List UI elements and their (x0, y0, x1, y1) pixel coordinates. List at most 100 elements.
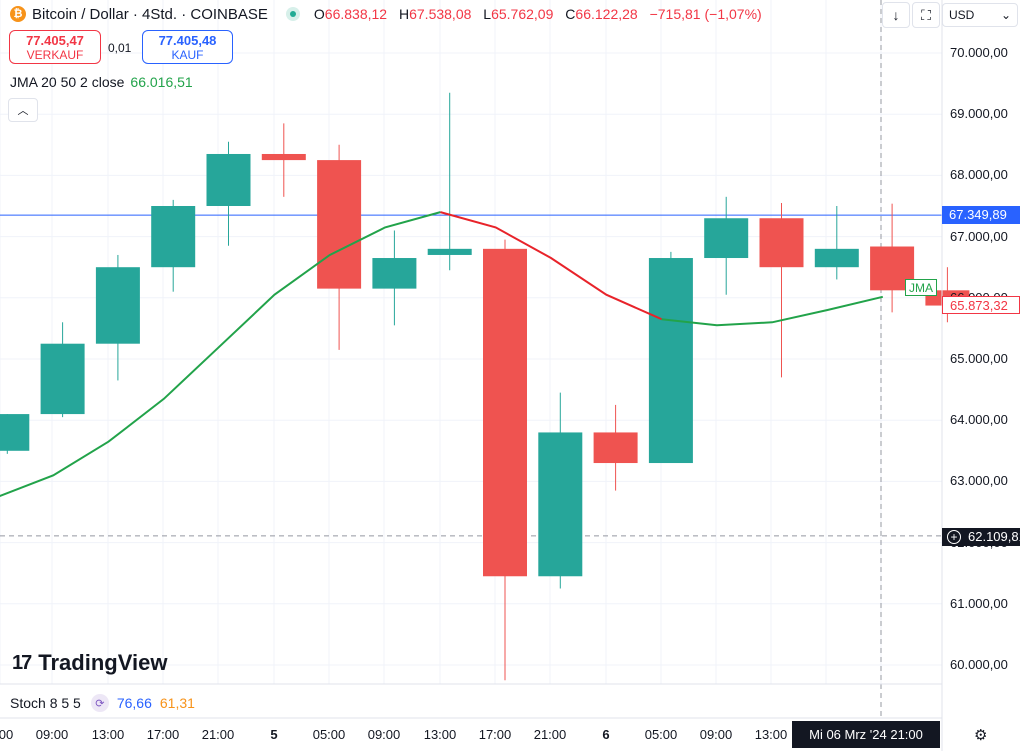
time-tick-label: 17:00 (146, 727, 180, 742)
candle-up (0, 414, 30, 454)
price-tick-label: 63.000,00 (950, 473, 1008, 489)
last-price-label: 65.873,32 (942, 296, 1020, 314)
candle-body (261, 153, 306, 161)
candle-body (151, 206, 196, 268)
candle-body (0, 414, 30, 451)
jma-tag: JMA (905, 279, 937, 296)
indicator-label: JMA 20 50 2 close (10, 74, 125, 90)
time-tick-label: 00 (0, 727, 14, 742)
candle-down (593, 404, 638, 491)
ohlc-high-value: 67.538,08 (409, 6, 472, 22)
currency-value: USD (949, 8, 975, 22)
candle-up (704, 196, 749, 295)
jma-line-rising (0, 211, 441, 497)
indicator-legend[interactable]: JMA 20 50 2 close 66.016,51 (10, 74, 193, 90)
buy-label: KAUF (171, 48, 204, 62)
candle-up (95, 254, 140, 381)
time-tick-label: 21:00 (533, 727, 567, 742)
time-tick-label: 5 (270, 727, 278, 742)
collapse-legend-icon[interactable]: ︿ (8, 98, 38, 122)
candle-body (317, 160, 362, 289)
stoch-label: Stoch 8 5 5 (10, 695, 81, 711)
candle-down (870, 203, 915, 313)
candle-body (372, 258, 417, 289)
time-tick-label: 6 (602, 727, 610, 742)
candle-body (95, 267, 140, 344)
indicator-value: 66.016,51 (130, 74, 193, 90)
stoch-d-value: 61,31 (159, 695, 195, 711)
jma-line-rising (661, 295, 884, 327)
candle-body (814, 248, 859, 268)
time-tick-label: 09:00 (699, 727, 733, 742)
candles (0, 92, 970, 681)
price-tick-label: 60.000,00 (950, 657, 1008, 672)
ohlc-high-label: H (398, 6, 410, 22)
sell-label: VERKAUF (26, 48, 84, 62)
candle-up (372, 230, 417, 326)
candle-up (40, 322, 85, 418)
candle-body (538, 432, 583, 577)
tradingview-mark-icon: 17 (12, 651, 32, 674)
candle-up (427, 92, 472, 271)
fullscreen-icon[interactable]: ⛶ (912, 2, 940, 28)
horizontal-line-price-label: 67.349,89 (942, 206, 1020, 224)
symbol-title[interactable]: Bitcoin / Dollar · 4Std. · COINBASE (32, 5, 268, 23)
candle-down (759, 202, 804, 378)
price-tick-label: 65.000,00 (950, 351, 1008, 366)
download-icon[interactable]: ↓ (882, 2, 910, 28)
chevron-down-icon: ⌄ (1000, 8, 1011, 22)
currency-select[interactable]: USD ⌄ (942, 3, 1018, 27)
sell-button[interactable]: 77.405,47 VERKAUF (9, 30, 101, 64)
crosshair-price-value: 62.109,81 (968, 529, 1024, 544)
price-tick-label: 61.000,00 (950, 595, 1008, 611)
time-tick-label: 05:00 (644, 727, 678, 742)
crosshair-time-label: Mi 06 Mrz '24 21:00 (792, 721, 940, 748)
crosshair-price-label: +62.109,81 (942, 528, 1024, 546)
buy-button[interactable]: 77.405,48 KAUF (142, 30, 233, 64)
cycle-icon[interactable]: ⟳ (90, 694, 109, 712)
tradingview-logo[interactable]: 17 TradingView (12, 650, 167, 676)
candle-body (648, 258, 693, 464)
jma-line (0, 211, 884, 497)
chart-grid (0, 0, 942, 684)
price-tick-label: 67.000,00 (950, 228, 1008, 244)
ohlc-open-label: O (313, 6, 325, 22)
time-tick-label: 13:00 (754, 727, 788, 742)
logo-text: TradingView (38, 650, 168, 675)
ohlc-close-value: 66.122,28 (575, 6, 638, 22)
price-tick-label: 70.000,00 (950, 45, 1008, 60)
stoch-k-value: 76,66 (116, 695, 152, 711)
candle-up (206, 141, 251, 246)
gear-icon[interactable]: ⚙ (974, 727, 988, 744)
price-tick-label: 69.000,00 (950, 106, 1008, 122)
candle-down (261, 123, 306, 197)
stoch-legend[interactable]: Stoch 8 5 5 ⟳ 76,66 61,31 (10, 694, 195, 712)
ohlc-open-value: 66.838,12 (324, 6, 388, 22)
bitcoin-icon: ₿ (10, 6, 26, 22)
ohlc-values: O66.838,12 H67.538,08 L65.762,09 C66.122… (314, 6, 762, 22)
time-tick-label: 17:00 (478, 727, 512, 742)
candle-up (814, 206, 859, 280)
time-tick-label: 09:00 (367, 727, 401, 742)
price-tick-label: 68.000,00 (950, 167, 1008, 183)
candle-body (759, 218, 804, 268)
chart-header: ₿ Bitcoin / Dollar · 4Std. · COINBASE O6… (0, 0, 762, 28)
candle-body (704, 218, 749, 259)
time-tick-label: 05:00 (312, 727, 346, 742)
candle-body (206, 153, 251, 206)
market-open-icon (285, 7, 300, 21)
spread-value: 0,01 (108, 41, 132, 55)
ohlc-low-label: L (483, 6, 492, 22)
jma-line-falling (440, 211, 663, 321)
add-plus-icon[interactable]: + (947, 530, 961, 544)
time-tick-label: 13:00 (91, 727, 125, 742)
ohlc-low-value: 65.762,09 (491, 6, 554, 22)
candle-body (593, 432, 638, 464)
sell-price: 77.405,47 (26, 33, 84, 48)
candle-body (483, 248, 527, 577)
time-tick-label: 13:00 (423, 727, 457, 742)
time-tick-label: 09:00 (35, 727, 69, 742)
candle-up (648, 251, 693, 464)
ohlc-close-label: C (565, 6, 576, 22)
